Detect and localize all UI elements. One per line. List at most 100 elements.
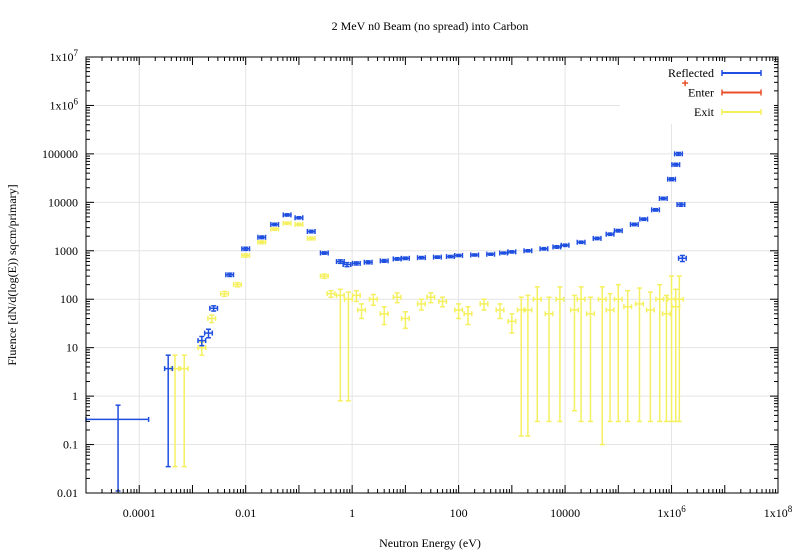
- data-point: [479, 298, 489, 311]
- data-point: [516, 296, 526, 437]
- data-point: [673, 151, 684, 157]
- y-tick-label: 100000: [42, 147, 78, 161]
- x-axis-label: Neutron Energy (eV): [379, 536, 481, 550]
- data-point: [392, 256, 402, 262]
- data-point: [605, 292, 615, 423]
- y-tick-label: 1x106: [50, 96, 79, 112]
- data-point: [282, 220, 292, 226]
- data-point: [351, 289, 361, 303]
- data-point: [319, 273, 329, 280]
- data-point: [432, 254, 443, 260]
- data-point: [454, 303, 464, 320]
- data-point: [569, 294, 580, 412]
- data-point: [306, 235, 316, 241]
- legend: Reflected Enter Exit: [620, 62, 774, 124]
- data-point: [671, 162, 681, 168]
- data-point: [639, 216, 649, 222]
- data-point: [470, 252, 480, 258]
- data-point: [555, 286, 565, 423]
- data-point: [445, 254, 455, 260]
- legend-label-reflected: Reflected: [668, 66, 714, 80]
- data-point: [363, 259, 373, 265]
- data-point: [335, 259, 345, 265]
- x-tick-label: 0.01: [235, 506, 256, 520]
- series-exit: [170, 220, 684, 468]
- data-point: [674, 275, 684, 423]
- data-point: [676, 202, 686, 208]
- data-point: [335, 288, 345, 402]
- data-point: [379, 258, 389, 264]
- data-point: [576, 286, 586, 423]
- data-point: [209, 305, 219, 312]
- data-point: [629, 221, 639, 227]
- data-point: [170, 354, 180, 468]
- y-tick-label: 0.01: [57, 486, 78, 500]
- data-point: [294, 215, 304, 221]
- data-point: [416, 255, 426, 261]
- data-point: [585, 296, 596, 423]
- data-point: [634, 287, 645, 423]
- data-point: [179, 354, 189, 468]
- data-point: [523, 248, 533, 254]
- data-point: [658, 195, 668, 201]
- y-tick-label: 1: [72, 389, 78, 403]
- data-point: [605, 231, 615, 237]
- y-tick-label: 10000: [48, 195, 78, 209]
- data-point: [163, 354, 174, 468]
- data-point: [241, 252, 251, 258]
- data-point: [486, 251, 496, 257]
- data-point: [655, 283, 665, 423]
- data-point: [666, 176, 677, 182]
- x-tick-label: 100: [450, 506, 468, 520]
- data-point: [544, 296, 554, 423]
- data-point: [552, 244, 562, 250]
- data-point: [85, 404, 150, 492]
- data-point: [416, 298, 426, 311]
- data-point: [576, 239, 586, 245]
- y-tick-label: 1000: [54, 244, 78, 258]
- data-point: [270, 221, 280, 227]
- data-point: [225, 272, 235, 278]
- data-point: [650, 207, 661, 213]
- data-point: [495, 303, 505, 320]
- data-point: [257, 234, 267, 240]
- data-point: [306, 228, 316, 234]
- data-point: [539, 246, 549, 252]
- data-point: [613, 283, 623, 423]
- x-tick-label: 10000: [550, 506, 580, 520]
- data-point: [507, 313, 517, 334]
- data-marks: [85, 79, 690, 492]
- y-tick-label: 1x107: [50, 48, 79, 64]
- x-tick-label: 1x106: [657, 504, 686, 520]
- data-point: [592, 235, 602, 241]
- x-tick-label: 0.0001: [123, 506, 156, 520]
- data-point: [232, 281, 243, 288]
- data-point: [677, 254, 687, 263]
- data-point: [661, 294, 671, 423]
- data-point: [257, 239, 267, 245]
- data-point: [203, 328, 214, 339]
- data-point: [597, 286, 607, 446]
- y-tick-label: 100: [60, 292, 78, 306]
- data-point: [671, 288, 681, 423]
- y-axis-label: Fluence [dN/d(log(E)) sqcm/primary]: [5, 184, 19, 365]
- data-point: [343, 291, 353, 402]
- data-point: [270, 226, 280, 232]
- data-point: [241, 246, 251, 252]
- data-point: [356, 303, 367, 320]
- x-tick-label: 1: [349, 506, 355, 520]
- data-point: [454, 252, 464, 258]
- data-point: [319, 250, 329, 256]
- data-point: [613, 228, 623, 234]
- axis-ticks: 0.0001 0.01 1 100 10000 1x106 1x108 0.01 0.1 1 10 1…: [42, 48, 793, 520]
- data-point: [507, 249, 517, 255]
- data-point: [342, 261, 352, 268]
- data-point: [400, 255, 410, 261]
- data-point: [197, 335, 207, 347]
- data-point: [645, 291, 655, 423]
- chart-title: 2 MeV n0 Beam (no spread) into Carbon: [332, 19, 529, 33]
- legend-label-exit: Exit: [694, 105, 715, 119]
- data-point: [219, 290, 230, 298]
- data-point: [426, 292, 436, 304]
